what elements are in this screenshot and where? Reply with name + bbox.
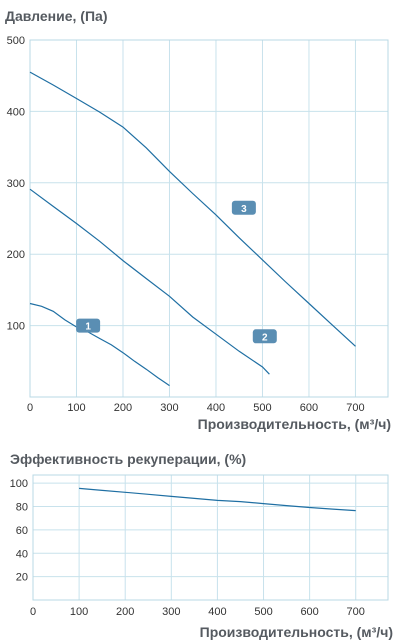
efficiency-x-tick-label: 400 [208,606,226,618]
pressure-chart-title: Давление, (Па) [5,8,107,24]
efficiency-grid [33,475,388,600]
pressure-series-label-1: 1 [76,318,101,333]
pressure-x-tick-label: 300 [160,402,178,414]
efficiency-x-tick-label: 300 [162,606,180,618]
pressure-series-line-1 [29,302,170,387]
pressure-series-label-3: 3 [231,200,256,215]
pressure-x-tick-label: 200 [114,402,132,414]
pressure-x-tick-label: 600 [300,402,318,414]
pressure-x-tick-label: 500 [253,402,271,414]
pressure-grid [30,39,388,397]
pressure-y-tick-label: 300 [7,178,25,190]
efficiency-y-tick-label: 100 [10,478,28,490]
efficiency-y-tick-label: 80 [16,502,28,514]
efficiency-x-tick-label: 700 [347,606,365,618]
efficiency-y-tick-label: 40 [16,548,28,560]
pressure-series-badge-text: 3 [241,204,247,215]
efficiency-x-tick-label: 200 [116,606,134,618]
pressure-y-tick-label: 100 [7,321,25,333]
pressure-x-tick-label: 100 [67,402,85,414]
pressure-series-badge-text: 2 [262,332,268,343]
efficiency-x-axis-label: Производительность, (м³/ч) [200,624,393,640]
efficiency-chart: Эффективность рекуперации, (%) Производи… [0,445,403,643]
efficiency-y-tick-label: 20 [16,572,28,584]
efficiency-chart-svg: Эффективность рекуперации, (%) Производи… [10,451,393,640]
pressure-plot-frame [29,39,389,398]
pressure-series-line-2 [29,188,270,375]
pressure-y-tick-label: 500 [7,35,25,47]
pressure-chart: Давление, (Па) Производительность, (м³/ч… [5,8,391,432]
efficiency-chart-title: Эффективность рекуперации, (%) [10,451,246,467]
pressure-x-tick-label: 700 [346,402,364,414]
pressure-series-badge [252,329,277,344]
pressure-chart-svg: Давление, (Па) Производительность, (м³/ч… [5,8,391,432]
pressure-series-line-3 [29,71,356,347]
efficiency-x-tick-label: 0 [30,606,36,618]
pressure-x-tick-label: 0 [27,402,33,414]
pressure-series-badge-text: 1 [85,322,91,333]
pressure-y-tick-label: 200 [7,249,25,261]
pressure-y-tick-label: 400 [7,106,25,118]
pressure-x-tick-label: 400 [207,402,225,414]
efficiency-y-tick-label: 60 [16,525,28,537]
pressure-x-axis-label: Производительность, (м³/ч) [198,416,391,432]
efficiency-plot-frame [32,474,389,601]
efficiency-x-tick-label: 100 [70,606,88,618]
efficiency-x-tick-label: 600 [300,606,318,618]
efficiency-x-tick-label: 500 [254,606,272,618]
efficiency-series-line-1 [79,487,356,512]
pressure-series-badge [76,318,101,333]
pressure-series-label-2: 2 [252,329,277,344]
pressure-series-badge [231,200,256,215]
